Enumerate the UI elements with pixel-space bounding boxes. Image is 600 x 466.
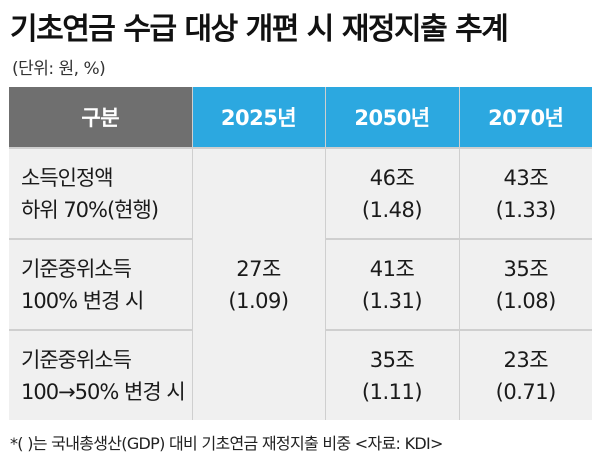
cell-2070: 35조 (1.08) [458, 238, 592, 331]
cell-ratio: (1.09) [228, 288, 289, 313]
cell-ratio: (1.11) [361, 379, 423, 404]
table-row: 소득인정액 하위 70%(현행) 27조 (1.09) 46조 (1.48) 4… [9, 146, 592, 420]
cell-2050: 41조 (1.31) [324, 238, 459, 331]
cell-ratio: (0.71) [495, 379, 557, 404]
row-label-line: 100→50% 변경 시 [21, 379, 186, 404]
row-label: 소득인정액 하위 70%(현행) [9, 146, 192, 240]
row-label: 기준중위소득 100% 변경 시 [9, 238, 192, 331]
cell-2070: 23조 (0.71) [458, 329, 592, 420]
unit-label: (단위: 원, %) [12, 59, 106, 79]
row-label-line: 소득인정액 [21, 165, 114, 190]
header-category: 구분 [9, 87, 192, 148]
cell-value: 41조 [369, 256, 415, 281]
cell-value: 27조 [236, 256, 281, 281]
cell-value: 23조 [503, 347, 549, 372]
cell-ratio: (1.08) [495, 288, 557, 313]
cell-2050: 35조 (1.11) [324, 329, 459, 420]
cell-ratio: (1.33) [495, 197, 557, 222]
cell-value: 35조 [369, 347, 415, 372]
row-label-line: 하위 70%(현행) [21, 197, 159, 222]
cell-ratio: (1.31) [361, 288, 423, 313]
row-label-line: 기준중위소득 [21, 347, 132, 372]
header-2070: 2070년 [458, 87, 592, 148]
expenditure-table: 구분 2025년 2050년 2070년 소득인정액 하위 70%(현행) 27… [9, 87, 592, 420]
header-2025: 2025년 [191, 87, 325, 148]
cell-value: 46조 [369, 165, 415, 190]
cell-2070: 43조 (1.33) [458, 146, 592, 240]
cell-value: 43조 [503, 165, 549, 190]
cell-ratio: (1.48) [361, 197, 423, 222]
header-2050: 2050년 [324, 87, 459, 148]
table-row: 기준중위소득 100% 변경 시 41조 (1.31) 35조 (1.08) [9, 238, 592, 331]
row-label: 기준중위소득 100→50% 변경 시 [9, 329, 192, 420]
row-label-line: 기준중위소득 [21, 256, 132, 281]
cell-2025-merged: 27조 (1.09) [191, 147, 325, 420]
table-header-row: 구분 2025년 2050년 2070년 [9, 87, 592, 148]
row-label-line: 100% 변경 시 [21, 288, 144, 313]
table-row: 기준중위소득 100→50% 변경 시 35조 (1.11) 23조 (0.71… [9, 329, 592, 420]
cell-value: 35조 [503, 256, 549, 281]
cell-2050: 46조 (1.48) [324, 146, 459, 240]
footnote: *( )는 국내총생산(GDP) 대비 기초연금 재정지출 비중 <자료: KD… [10, 434, 443, 453]
page-title: 기초연금 수급 대상 개편 시 재정지출 추계 [10, 12, 509, 47]
